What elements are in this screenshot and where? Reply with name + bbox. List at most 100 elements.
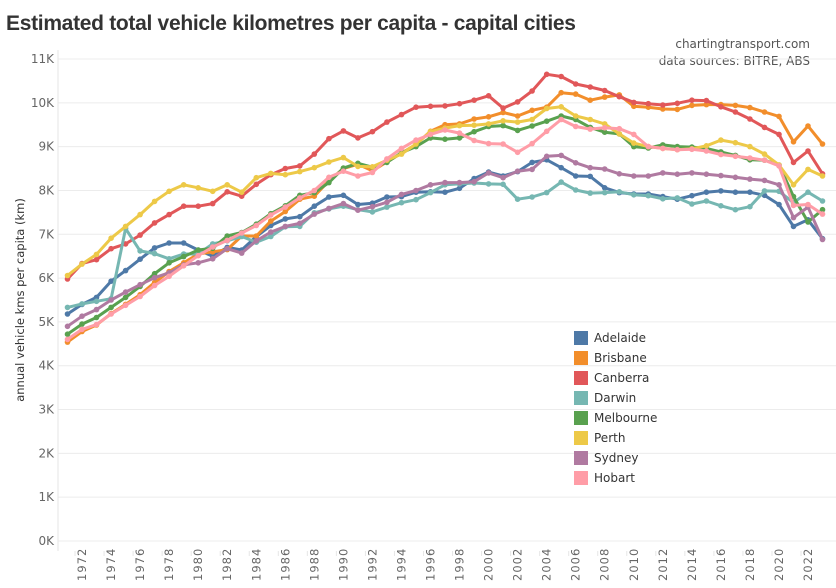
data-point-darwin[interactable]: [485, 181, 492, 187]
data-point-adelaide[interactable]: [442, 189, 448, 195]
data-point-hobart[interactable]: [514, 149, 521, 156]
data-point-brisbane[interactable]: [514, 113, 521, 119]
data-point-sydney[interactable]: [355, 207, 361, 213]
data-point-melbourne[interactable]: [151, 270, 158, 277]
data-point-sydney[interactable]: [209, 255, 216, 262]
data-point-sydney[interactable]: [645, 173, 652, 179]
data-point-darwin[interactable]: [805, 189, 811, 195]
data-point-canberra[interactable]: [369, 128, 376, 135]
data-point-brisbane[interactable]: [747, 104, 753, 111]
data-point-sydney[interactable]: [282, 223, 289, 230]
data-point-darwin[interactable]: [732, 206, 739, 213]
data-point-canberra[interactable]: [195, 203, 201, 209]
data-point-melbourne[interactable]: [195, 247, 201, 253]
data-point-canberra[interactable]: [601, 87, 608, 94]
data-point-darwin[interactable]: [703, 198, 710, 204]
data-point-melbourne[interactable]: [93, 314, 100, 321]
data-point-melbourne[interactable]: [456, 135, 463, 141]
data-point-perth[interactable]: [703, 143, 710, 149]
data-point-canberra[interactable]: [471, 97, 477, 103]
data-point-adelaide[interactable]: [732, 189, 739, 195]
data-point-hobart[interactable]: [674, 146, 681, 153]
data-point-adelaide[interactable]: [355, 201, 361, 208]
data-point-adelaide[interactable]: [587, 173, 593, 180]
data-point-adelaide[interactable]: [747, 189, 753, 195]
data-point-sydney[interactable]: [485, 170, 492, 176]
data-point-perth[interactable]: [718, 137, 724, 143]
data-point-hobart[interactable]: [64, 336, 71, 343]
data-point-perth[interactable]: [282, 171, 289, 178]
data-point-sydney[interactable]: [79, 313, 85, 320]
data-point-adelaide[interactable]: [311, 203, 318, 209]
data-point-darwin[interactable]: [151, 250, 158, 257]
data-point-melbourne[interactable]: [819, 206, 826, 213]
data-point-adelaide[interactable]: [340, 192, 347, 199]
data-point-hobart[interactable]: [282, 204, 289, 210]
data-point-canberra[interactable]: [297, 163, 303, 169]
data-point-hobart[interactable]: [776, 163, 782, 169]
data-point-canberra[interactable]: [761, 124, 768, 131]
data-point-adelaide[interactable]: [384, 194, 390, 200]
data-point-sydney[interactable]: [732, 174, 739, 181]
data-point-brisbane[interactable]: [500, 109, 506, 116]
data-point-darwin[interactable]: [500, 181, 506, 188]
data-point-darwin[interactable]: [543, 189, 550, 196]
data-point-perth[interactable]: [195, 185, 201, 191]
data-point-brisbane[interactable]: [805, 123, 811, 129]
data-point-hobart[interactable]: [180, 263, 187, 269]
data-point-canberra[interactable]: [572, 81, 579, 87]
data-point-hobart[interactable]: [137, 293, 143, 300]
data-point-hobart[interactable]: [340, 168, 347, 174]
data-point-sydney[interactable]: [64, 323, 71, 330]
data-point-perth[interactable]: [819, 173, 826, 179]
data-point-canberra[interactable]: [485, 93, 492, 99]
data-point-sydney[interactable]: [703, 171, 710, 177]
data-point-perth[interactable]: [340, 154, 347, 161]
data-point-sydney[interactable]: [456, 179, 463, 186]
data-point-perth[interactable]: [732, 139, 739, 146]
data-point-adelaide[interactable]: [689, 192, 695, 199]
data-point-sydney[interactable]: [660, 170, 666, 176]
data-point-canberra[interactable]: [660, 102, 666, 108]
data-point-adelaide[interactable]: [456, 185, 463, 192]
data-point-perth[interactable]: [137, 211, 143, 218]
data-point-canberra[interactable]: [776, 131, 782, 138]
data-point-adelaide[interactable]: [137, 256, 143, 263]
data-point-darwin[interactable]: [268, 233, 274, 240]
data-point-perth[interactable]: [456, 122, 463, 129]
data-point-adelaide[interactable]: [326, 194, 332, 200]
data-point-hobart[interactable]: [747, 155, 753, 161]
data-point-adelaide[interactable]: [282, 216, 289, 222]
data-point-brisbane[interactable]: [572, 91, 579, 97]
data-point-darwin[interactable]: [413, 196, 419, 203]
data-point-sydney[interactable]: [500, 174, 506, 181]
data-point-brisbane[interactable]: [689, 102, 695, 109]
data-point-perth[interactable]: [64, 272, 71, 279]
data-point-canberra[interactable]: [224, 189, 230, 195]
data-point-darwin[interactable]: [689, 201, 695, 207]
data-point-melbourne[interactable]: [442, 136, 448, 142]
data-point-hobart[interactable]: [718, 151, 724, 158]
legend-item-perth[interactable]: Perth: [574, 428, 657, 448]
data-point-sydney[interactable]: [253, 238, 260, 244]
data-point-perth[interactable]: [122, 223, 129, 230]
data-point-perth[interactable]: [601, 121, 608, 127]
data-point-sydney[interactable]: [442, 179, 448, 186]
data-point-brisbane[interactable]: [471, 116, 477, 122]
data-point-perth[interactable]: [485, 121, 492, 127]
data-point-darwin[interactable]: [79, 301, 85, 307]
data-point-melbourne[interactable]: [500, 122, 506, 129]
data-point-brisbane[interactable]: [776, 113, 782, 120]
data-point-canberra[interactable]: [587, 84, 593, 90]
data-point-canberra[interactable]: [398, 111, 405, 118]
data-point-canberra[interactable]: [282, 165, 289, 172]
data-point-melbourne[interactable]: [166, 260, 172, 266]
data-point-perth[interactable]: [631, 140, 637, 146]
data-point-canberra[interactable]: [180, 203, 187, 209]
data-point-perth[interactable]: [268, 170, 274, 177]
data-point-brisbane[interactable]: [631, 103, 637, 110]
data-point-perth[interactable]: [790, 182, 797, 188]
data-point-hobart[interactable]: [805, 201, 811, 208]
data-point-canberra[interactable]: [326, 135, 332, 142]
data-point-hobart[interactable]: [601, 125, 608, 131]
